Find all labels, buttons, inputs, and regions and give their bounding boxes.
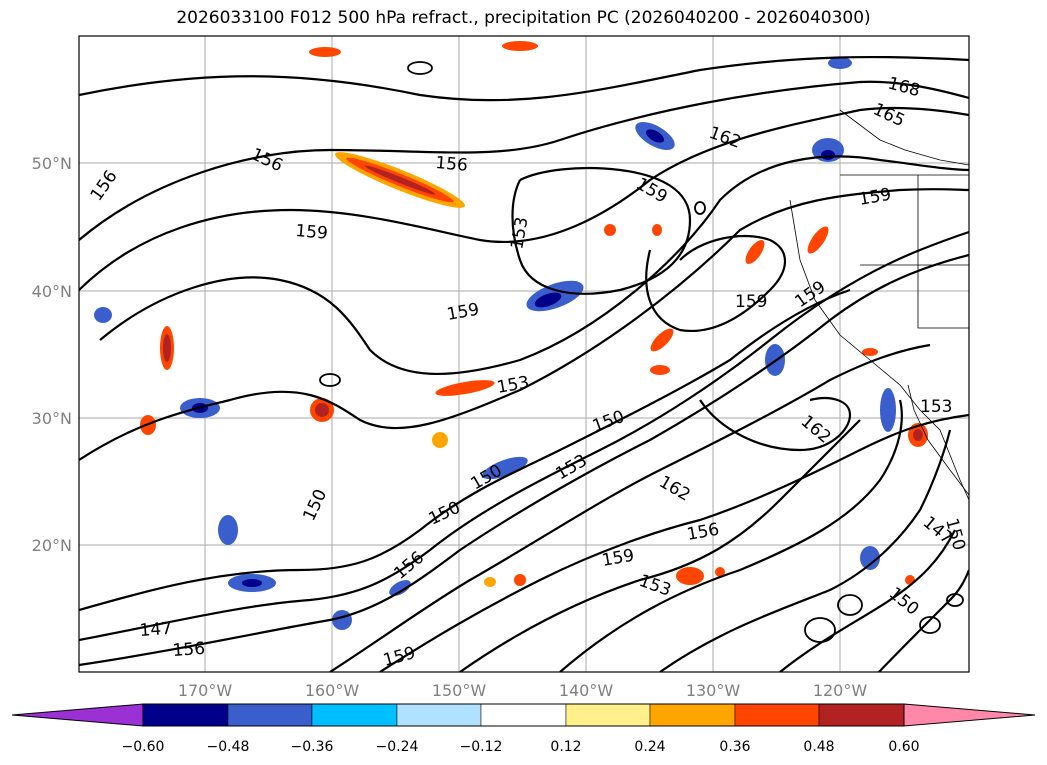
colorbar-lower-extension xyxy=(11,703,144,727)
colorbar-bin xyxy=(311,703,398,727)
contour-label: 156 xyxy=(435,153,469,176)
contour-label: 147 xyxy=(139,619,173,641)
colorbar-bin xyxy=(565,703,651,727)
colorbar-tick-label: 0.36 xyxy=(719,739,750,755)
longitude-labels: 170°W 160°W 150°W 140°W 130°W 120°W xyxy=(178,681,868,700)
colorbar-bin xyxy=(142,703,229,727)
colorbar-bin xyxy=(734,703,820,727)
colorbar-tick-label: 0.24 xyxy=(634,739,665,755)
contour-label: 159 xyxy=(295,221,329,244)
lon-label: 170°W xyxy=(178,681,233,700)
lon-label: 130°W xyxy=(686,681,741,700)
colorbar-bin xyxy=(480,703,567,727)
lat-label: 30°N xyxy=(32,409,72,428)
graticule xyxy=(79,36,969,672)
colorbar: −0.60 −0.48 −0.36 −0.24 −0.12 0.12 0.24 … xyxy=(11,703,1036,755)
lon-label: 120°W xyxy=(813,681,868,700)
refractivity-contours xyxy=(79,55,969,672)
colorbar-bin xyxy=(649,703,736,727)
contour-label: 159 xyxy=(735,292,767,312)
lon-label: 160°W xyxy=(305,681,360,700)
colorbar-tick-label: −0.24 xyxy=(376,739,419,755)
colorbar-upper-extension xyxy=(903,703,1036,727)
colorbar-tick-label: −0.60 xyxy=(122,739,165,755)
contour-label: 153 xyxy=(920,397,952,417)
colorbar-tick-label: −0.36 xyxy=(291,739,334,755)
colorbar-tick-label: −0.48 xyxy=(207,739,250,755)
latitude-labels: 50°N 40°N 30°N 20°N xyxy=(32,154,72,555)
colorbar-tick-label: 0.60 xyxy=(888,739,919,755)
lat-label: 20°N xyxy=(32,536,72,555)
lat-label: 40°N xyxy=(32,282,72,301)
lon-label: 150°W xyxy=(432,681,487,700)
colorbar-bin xyxy=(227,703,313,727)
lat-label: 50°N xyxy=(32,154,72,173)
colorbar-bin xyxy=(818,703,905,727)
colorbar-bin xyxy=(396,703,482,727)
coastlines xyxy=(789,109,969,501)
small-contours xyxy=(319,61,964,643)
colorbar-tick-label: 0.12 xyxy=(550,739,581,755)
contour-label: 156 xyxy=(172,639,206,661)
colorbar-tick-label: −0.12 xyxy=(460,739,503,755)
lon-label: 140°W xyxy=(559,681,614,700)
map-title: 2026033100 F012 500 hPa refract., precip… xyxy=(176,8,871,28)
colorbar-tick-label: 0.48 xyxy=(803,739,834,755)
map-frame xyxy=(78,35,970,673)
